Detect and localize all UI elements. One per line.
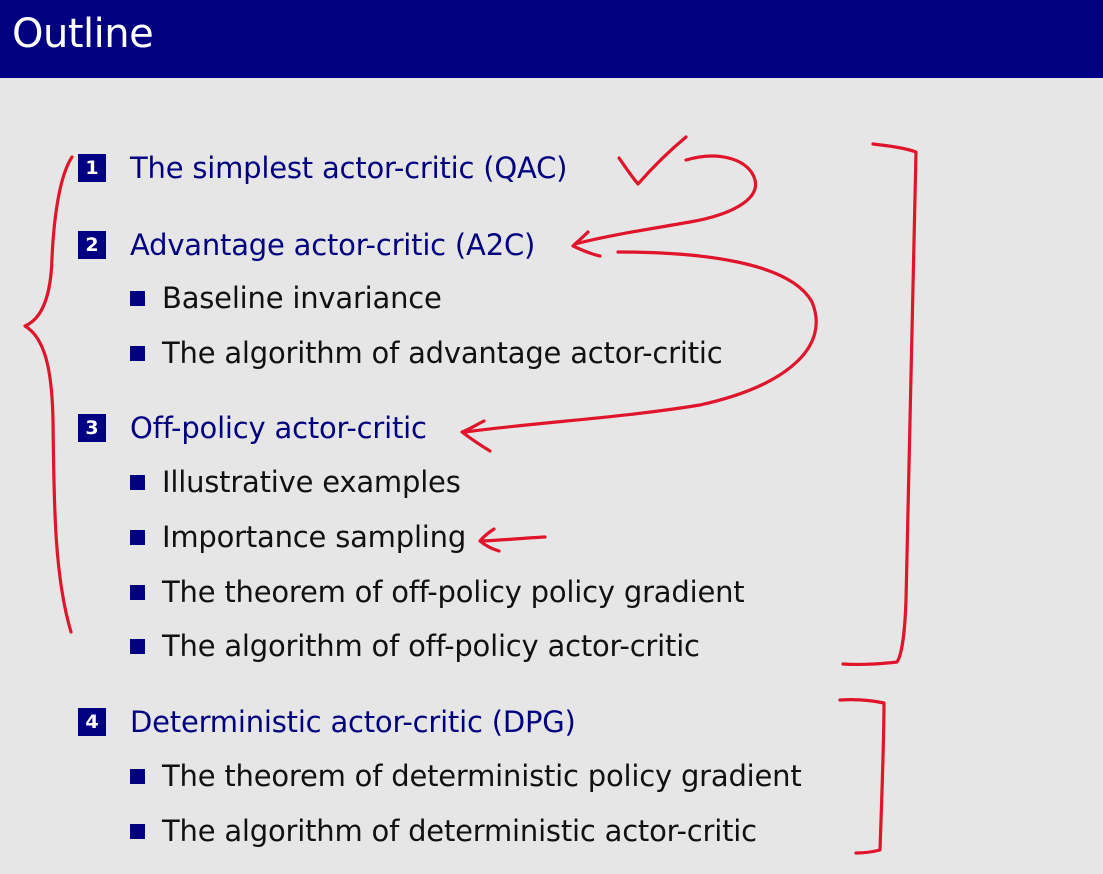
list-item-text: Importance sampling: [162, 520, 467, 554]
section-number-badge: 1: [78, 154, 106, 182]
list-item-text: Illustrative examples: [162, 465, 461, 499]
square-bullet-icon: [130, 345, 145, 361]
list-item-text: The algorithm of off-policy actor-critic: [162, 629, 700, 663]
section-title: Off-policy actor-critic: [130, 411, 427, 445]
section-3: 3 Off-policy actor-critic: [78, 408, 427, 448]
square-bullet-icon: [130, 290, 145, 306]
list-item: Illustrative examples: [130, 462, 461, 502]
square-bullet-icon: [130, 823, 145, 839]
list-item: Baseline invariance: [130, 278, 442, 318]
section-title: Advantage actor-critic (A2C): [130, 228, 536, 262]
left-arrow-icon: [480, 535, 547, 543]
section-title: Deterministic actor-critic (DPG): [130, 705, 576, 739]
square-bullet-icon: [130, 768, 145, 784]
arrow-head-icon: [571, 230, 602, 258]
list-item: The algorithm of deterministic actor-cri…: [130, 811, 757, 851]
check-mark-icon: [617, 135, 688, 186]
section-number-badge: 4: [78, 708, 106, 736]
square-bullet-icon: [130, 529, 145, 545]
list-item-text: The theorem of off-policy policy gradien…: [162, 575, 745, 609]
list-item-text: The theorem of deterministic policy grad…: [162, 759, 802, 793]
square-bullet-icon: [130, 474, 145, 490]
slide-title: Outline: [12, 11, 154, 57]
list-item-text: The algorithm of advantage actor-critic: [162, 336, 723, 370]
list-item-text: Baseline invariance: [162, 281, 442, 315]
section-4: 4 Deterministic actor-critic (DPG): [78, 702, 576, 742]
list-item: The algorithm of off-policy actor-critic: [130, 626, 700, 666]
square-bullet-icon: [130, 638, 145, 654]
section-number-badge: 2: [78, 231, 106, 259]
slide-title-bar: Outline: [0, 0, 1103, 78]
list-item: Importance sampling: [130, 517, 466, 557]
square-bullet-icon: [130, 584, 145, 600]
list-item: The theorem of off-policy policy gradien…: [130, 572, 745, 612]
list-item: The theorem of deterministic policy grad…: [130, 756, 802, 796]
section-1: 1 The simplest actor-critic (QAC): [78, 148, 567, 188]
list-item-text: The algorithm of deterministic actor-cri…: [162, 814, 757, 848]
section-2: 2 Advantage actor-critic (A2C): [78, 225, 535, 265]
arrow-head-icon: [478, 527, 501, 553]
arrow-head-icon: [460, 419, 492, 453]
right-bracket-icon: [841, 142, 918, 666]
section-number-badge: 3: [78, 414, 106, 442]
left-curly-brace-icon: [23, 155, 74, 634]
list-item: The algorithm of advantage actor-critic: [130, 333, 723, 373]
curved-arrow-icon: [573, 154, 758, 246]
right-bracket-icon: [838, 698, 886, 855]
section-title: The simplest actor-critic (QAC): [130, 151, 568, 185]
